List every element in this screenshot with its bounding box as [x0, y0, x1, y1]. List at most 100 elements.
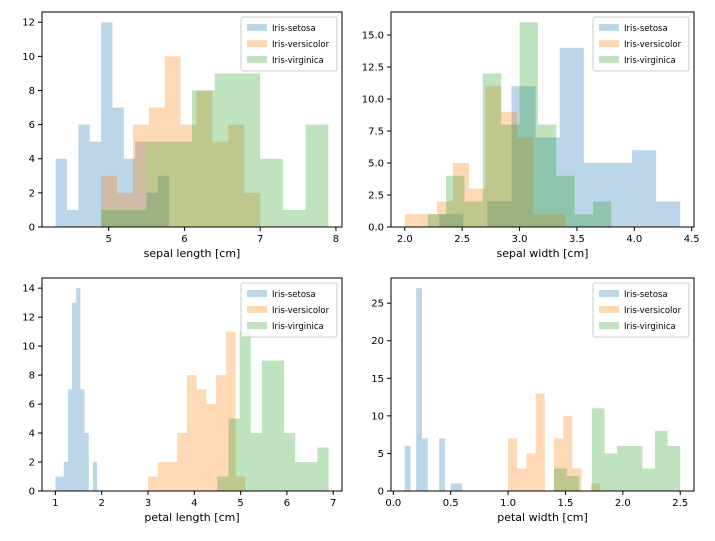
- y-tick-label: 2: [29, 188, 35, 199]
- y-tick-label: 10.0: [362, 95, 384, 106]
- subplot-2: 2.0 2.5 3.0 3.5 4.0 4.5 0.0 2.5 5.0 7.5 10.0 12.5 15…: [362, 11, 700, 260]
- y-tick-label: 12: [22, 18, 35, 29]
- bar-versicolor-1: [157, 462, 168, 491]
- y-tick-label: 0: [29, 223, 35, 234]
- y-tick-label: 4: [29, 154, 35, 165]
- bar-versicolor-7: [572, 468, 582, 491]
- legend-swatch-virginica: [247, 56, 267, 63]
- bar-versicolor-3: [177, 433, 187, 491]
- x-tick-label: 7: [257, 234, 263, 245]
- x-tick-label: 1: [52, 498, 58, 509]
- bar-setosa-3: [511, 86, 536, 227]
- legend-swatch-versicolor: [247, 40, 267, 47]
- legend-box: [592, 16, 690, 72]
- bar-setosa-5: [559, 47, 584, 228]
- bar-versicolor-6: [563, 415, 573, 491]
- bar-virginica-8: [574, 214, 593, 227]
- bar-versicolor-9: [244, 192, 261, 227]
- bar-virginica-0: [427, 214, 447, 227]
- bar-virginica-8: [306, 462, 318, 491]
- bar-virginica-2: [146, 141, 170, 227]
- bar-setosa-2: [416, 288, 422, 491]
- y-tick-label: 2: [29, 458, 35, 469]
- x-tick-label: 7: [330, 498, 336, 509]
- bar-virginica-3: [169, 141, 192, 227]
- bar-virginica-6: [537, 124, 557, 227]
- bar-versicolor-8: [225, 331, 236, 491]
- x-tick-label: 2.0: [615, 498, 631, 509]
- bar-versicolor-2: [132, 124, 149, 227]
- legend-label-setosa: Iris-setosa: [624, 290, 668, 300]
- legend-label-setosa: Iris-setosa: [272, 290, 316, 300]
- legend-label-versicolor: Iris-versicolor: [272, 306, 330, 316]
- y-tick-label: 10: [22, 52, 35, 63]
- series-versicolor: [508, 393, 600, 491]
- bar-virginica-9: [305, 124, 329, 227]
- legend: Iris-setosa Iris-versicolor Iris-virginica: [592, 282, 690, 338]
- bar-virginica-4: [604, 453, 618, 491]
- bar-virginica-1: [123, 209, 147, 227]
- axes-frame: [390, 277, 695, 492]
- legend-label-versicolor: Iris-versicolor: [624, 40, 682, 50]
- bar-setosa-3: [89, 141, 102, 227]
- legend-swatch-versicolor: [247, 306, 267, 313]
- bar-versicolor-4: [469, 188, 486, 227]
- bar-setosa-9: [92, 462, 98, 491]
- bar-versicolor-2: [526, 453, 536, 491]
- x-tick-label: 4.5: [684, 234, 700, 245]
- bar-setosa-4: [72, 302, 77, 491]
- bar-virginica-8: [654, 430, 668, 491]
- bar-versicolor-6: [206, 404, 217, 491]
- y-tick-label: 0: [29, 487, 35, 498]
- bar-versicolor-6: [196, 90, 213, 227]
- bar-virginica-6: [237, 73, 261, 227]
- bar-versicolor-3: [535, 393, 545, 491]
- y-tick-label: 10: [371, 411, 384, 422]
- bar-setosa-2: [487, 201, 512, 227]
- x-tick-label: 3.0: [512, 234, 528, 245]
- legend-swatch-setosa: [599, 290, 619, 297]
- bar-setosa-7: [84, 433, 89, 491]
- bar-setosa-0: [404, 445, 411, 491]
- bar-versicolor-9: [235, 476, 246, 491]
- x-tick-label: 0.0: [385, 498, 401, 509]
- legend-label-virginica: Iris-virginica: [624, 56, 676, 66]
- bar-virginica-5: [214, 73, 238, 227]
- bar-versicolor-3: [452, 163, 470, 227]
- bar-versicolor-7: [517, 137, 534, 227]
- bar-versicolor-1: [517, 468, 527, 491]
- series-setosa: [439, 47, 681, 228]
- x-axis-label: petal width [cm]: [497, 511, 588, 524]
- y-tick-label: 15.0: [362, 31, 384, 42]
- x-tick-label: 5: [237, 498, 243, 509]
- bar-setosa-5: [112, 107, 124, 227]
- bar-setosa-6: [583, 163, 608, 227]
- series-setosa: [404, 288, 463, 491]
- bar-virginica-5: [273, 360, 285, 491]
- bar-setosa-2: [63, 462, 68, 491]
- y-tick-label: 0.0: [368, 223, 384, 234]
- bar-virginica-4: [501, 124, 520, 227]
- y-tick-label: 12: [22, 313, 35, 324]
- x-tick-label: 4: [191, 498, 197, 509]
- x-tick-label: 1.0: [500, 498, 516, 509]
- y-tick-label: 15: [371, 374, 384, 385]
- y-tick-label: 6: [29, 120, 35, 131]
- bar-setosa-9: [157, 175, 170, 227]
- bar-versicolor-0: [148, 476, 158, 491]
- bar-versicolor-3: [148, 107, 165, 227]
- bar-virginica-0: [553, 468, 567, 491]
- bar-virginica-6: [629, 445, 643, 491]
- bar-virginica-3: [591, 408, 605, 491]
- legend-label-versicolor: Iris-versicolor: [624, 306, 682, 316]
- y-tick-label: 0: [378, 487, 384, 498]
- bar-setosa-7: [607, 163, 633, 227]
- bar-setosa-9: [656, 201, 681, 227]
- bar-versicolor-5: [180, 124, 197, 227]
- legend-swatch-virginica: [599, 56, 619, 63]
- legend-box: [240, 282, 338, 338]
- bar-versicolor-8: [533, 214, 550, 227]
- x-tick-label: 2.0: [397, 234, 413, 245]
- legend-swatch-setosa: [599, 24, 619, 31]
- legend: Iris-setosa Iris-versicolor Iris-virginica: [240, 16, 338, 72]
